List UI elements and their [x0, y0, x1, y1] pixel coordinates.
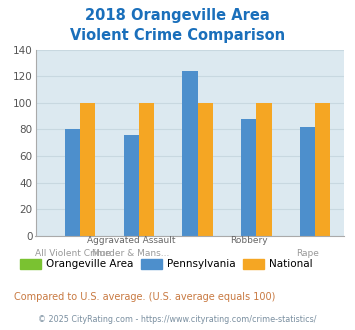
- Bar: [241, 119, 256, 236]
- Text: Murder & Mans...: Murder & Mans...: [93, 249, 170, 258]
- Text: Violent Crime Comparison: Violent Crime Comparison: [70, 28, 285, 43]
- Bar: [80, 103, 95, 236]
- Bar: [124, 135, 139, 236]
- Bar: [256, 103, 272, 236]
- Bar: [139, 103, 154, 236]
- Text: Robbery: Robbery: [230, 236, 267, 245]
- Bar: [198, 103, 213, 236]
- Text: Rape: Rape: [296, 249, 319, 258]
- Text: © 2025 CityRating.com - https://www.cityrating.com/crime-statistics/: © 2025 CityRating.com - https://www.city…: [38, 315, 317, 324]
- Bar: [315, 103, 330, 236]
- Text: All Violent Crime: All Violent Crime: [34, 249, 110, 258]
- Bar: [182, 71, 198, 236]
- Bar: [65, 129, 80, 236]
- Text: 2018 Orangeville Area: 2018 Orangeville Area: [85, 8, 270, 23]
- Text: Compared to U.S. average. (U.S. average equals 100): Compared to U.S. average. (U.S. average …: [14, 292, 275, 302]
- Legend: Orangeville Area, Pennsylvania, National: Orangeville Area, Pennsylvania, National: [16, 255, 317, 274]
- Bar: [300, 127, 315, 236]
- Text: Aggravated Assault: Aggravated Assault: [87, 236, 175, 245]
